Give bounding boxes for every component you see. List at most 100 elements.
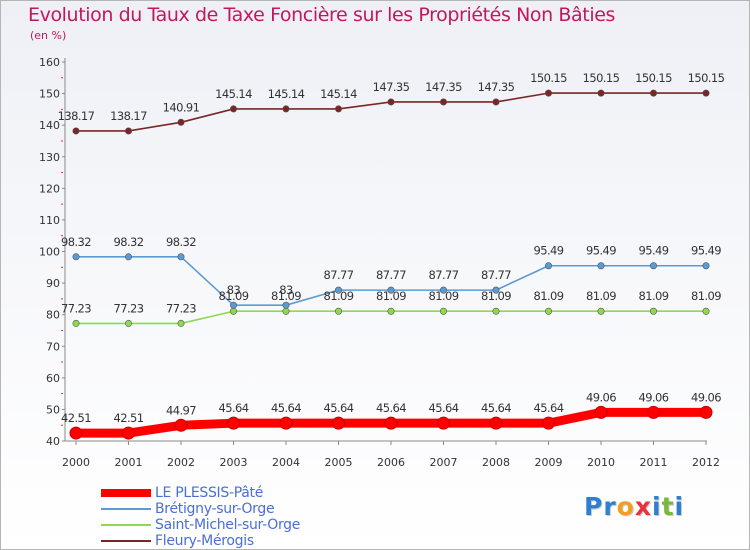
data-label: 145.14 <box>215 87 252 101</box>
legend-label: Fleury-Mérogis <box>155 533 254 549</box>
data-point <box>439 307 447 315</box>
logo-letter: t <box>661 492 675 521</box>
data-label: 87.77 <box>429 268 459 282</box>
x-tick-label: 2002 <box>167 456 195 469</box>
data-point <box>597 307 605 315</box>
data-label: 81.09 <box>324 289 354 303</box>
legend-swatch <box>101 489 151 497</box>
data-point <box>544 307 552 315</box>
data-point <box>647 405 660 419</box>
data-point <box>384 416 398 430</box>
data-point <box>594 405 608 419</box>
x-tick-label: 2010 <box>587 456 615 469</box>
labels-2: 77.23 77.23 77.23 81.09 81.09 81.09 81.09 81.09… <box>61 289 722 315</box>
data-point <box>279 416 293 430</box>
y-tick-label: 150 <box>39 88 60 101</box>
legend-label: Brétigny-sur-Orge <box>155 501 275 517</box>
data-label: 81.09 <box>219 289 249 303</box>
series-1 <box>72 253 710 309</box>
x-tick-label: 2008 <box>482 456 510 469</box>
data-labels-layer: 42.51 42.51 44.97 45.64 45.64 45.64 45.64 45.64… <box>58 71 726 425</box>
data-label: 77.23 <box>114 301 144 315</box>
data-point <box>649 307 657 315</box>
data-point <box>702 262 710 270</box>
labels-1: 98.32 98.32 98.32 83 83 87.77 87.77 87.77 87.77 9… <box>61 235 722 297</box>
data-label: 95.49 <box>639 244 669 258</box>
y-tick-label: 80 <box>46 309 60 322</box>
x-tick-label: 2012 <box>692 456 720 469</box>
y-tick-label: 40 <box>46 435 60 448</box>
legend-label: Saint-Michel-sur-Orge <box>155 517 301 533</box>
data-label: 81.09 <box>534 289 564 303</box>
data-label: 150.15 <box>688 71 725 85</box>
y-tick-label: 130 <box>39 151 60 164</box>
x-tick-label: 2003 <box>220 456 248 469</box>
data-point <box>72 253 80 261</box>
data-label: 83 <box>279 283 293 297</box>
data-label: 95.49 <box>691 244 721 258</box>
data-point <box>122 426 135 440</box>
data-point <box>492 286 500 294</box>
legend: LE PLESSIS-Pâté Brétigny-sur-Orge Saint-Mi… <box>101 485 361 549</box>
data-label: 44.97 <box>166 403 196 417</box>
logo-letter: P <box>584 492 604 521</box>
labels-3: 138.17 138.17 140.91 145.14 145.14 145.14 147.… <box>58 71 726 123</box>
data-point <box>72 127 80 135</box>
data-label: 49.06 <box>586 390 616 404</box>
y-tick-label: 50 <box>46 403 60 416</box>
data-point <box>492 307 500 315</box>
data-point <box>702 307 710 315</box>
series-2 <box>72 307 710 327</box>
y-tick-label: 110 <box>39 214 60 227</box>
legend-item: LE PLESSIS-Pâté <box>101 485 361 501</box>
data-label: 45.64 <box>429 401 459 415</box>
axes: 40 50 60 70 80 90 100 110 120 130 140 150 160 2000 200… <box>39 56 720 469</box>
x-tick-label: 2009 <box>535 456 563 469</box>
data-point <box>387 98 395 106</box>
data-point <box>702 89 710 97</box>
logo-letter: x <box>634 492 652 521</box>
data-point <box>177 319 185 327</box>
series-3 <box>72 89 710 135</box>
data-point <box>334 286 342 294</box>
y-tick-label: 60 <box>46 372 60 385</box>
legend-label: LE PLESSIS-Pâté <box>155 485 264 501</box>
data-label: 98.32 <box>114 235 144 249</box>
data-label: 145.14 <box>320 87 357 101</box>
data-point <box>489 416 503 430</box>
data-point <box>282 307 290 315</box>
data-point <box>72 319 80 327</box>
data-label: 42.51 <box>114 411 144 425</box>
x-tick-label: 2001 <box>115 456 143 469</box>
data-point <box>177 118 185 126</box>
data-label: 45.64 <box>324 401 354 415</box>
y-tick-label: 70 <box>46 340 60 353</box>
data-label: 87.77 <box>376 268 406 282</box>
data-label: 49.06 <box>691 390 721 404</box>
line-chart: 40 50 60 70 80 90 100 110 120 130 140 150 160 2000 200… <box>39 56 726 469</box>
data-label: 150.15 <box>530 71 567 85</box>
data-label: 147.35 <box>425 80 462 94</box>
data-label: 95.49 <box>534 244 564 258</box>
legend-item: Saint-Michel-sur-Orge <box>101 517 361 533</box>
data-point <box>439 286 447 294</box>
logo-letter: i <box>674 492 685 521</box>
data-point <box>544 262 552 270</box>
data-label: 81.09 <box>691 289 721 303</box>
data-label: 77.23 <box>61 301 91 315</box>
labels-0: 42.51 42.51 44.97 45.64 45.64 45.64 45.64 45.64… <box>61 390 722 425</box>
data-point <box>125 127 133 135</box>
series-layer <box>69 89 713 440</box>
data-label: 42.51 <box>61 411 91 425</box>
legend-swatch <box>101 508 151 510</box>
x-tick-label: 2007 <box>430 456 458 469</box>
data-label: 49.06 <box>639 390 669 404</box>
data-point <box>230 307 238 315</box>
data-point <box>597 262 605 270</box>
data-label: 81.09 <box>639 289 669 303</box>
data-label: 140.91 <box>163 100 200 114</box>
data-point <box>125 319 133 327</box>
data-point <box>334 307 342 315</box>
proxiti-logo: Proxiti <box>584 492 684 521</box>
logo-letter: i <box>652 492 662 521</box>
